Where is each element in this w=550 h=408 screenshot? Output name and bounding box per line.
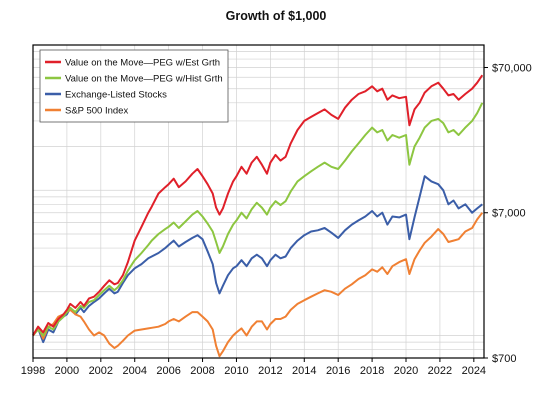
y-tick-label: $700 bbox=[492, 353, 516, 365]
legend-label: Value on the Move—PEG w/Hist Grth bbox=[65, 74, 223, 85]
x-tick-label: 2006 bbox=[156, 365, 180, 377]
chart-title: Growth of $1,000 bbox=[226, 9, 327, 23]
x-tick-label: 2020 bbox=[394, 365, 418, 377]
x-tick-label: 2008 bbox=[190, 365, 214, 377]
series-line-4 bbox=[32, 212, 484, 358]
x-tick-label: 2014 bbox=[292, 365, 316, 377]
series-line-3 bbox=[32, 175, 483, 344]
legend-label: S&P 500 Index bbox=[65, 106, 128, 117]
x-tick-label: 2018 bbox=[360, 365, 384, 377]
series-line-1 bbox=[32, 74, 484, 337]
legend-label: Exchange-Listed Stocks bbox=[65, 90, 167, 101]
legend: Value on the Move—PEG w/Est Grth Value on… bbox=[39, 49, 229, 123]
series-lines bbox=[32, 74, 484, 358]
y-tick-label: $70,000 bbox=[492, 62, 532, 74]
x-tick-label: 2024 bbox=[462, 365, 486, 377]
x-tick-labels: 1998 2000 2002 2004 2006 2008 2010 2012 2014 2016… bbox=[21, 358, 486, 377]
plot-frame bbox=[32, 44, 485, 359]
legend-label: Value on the Move—PEG w/Est Grth bbox=[65, 58, 220, 69]
legend-box bbox=[39, 49, 229, 123]
x-tick-label: 2022 bbox=[428, 365, 452, 377]
y-tick-label: $7,000 bbox=[492, 208, 526, 220]
series-line-2 bbox=[32, 102, 484, 337]
x-tick-label: 2010 bbox=[224, 365, 248, 377]
x-tick-label: 2002 bbox=[89, 365, 113, 377]
y-tick-labels: $700 $7,000 $70,000 bbox=[484, 62, 532, 365]
x-tick-label: 2000 bbox=[55, 365, 79, 377]
x-tick-label: 1998 bbox=[21, 365, 45, 377]
x-tick-label: 2016 bbox=[326, 365, 350, 377]
x-tick-label: 2004 bbox=[122, 365, 146, 377]
x-tick-label: 2012 bbox=[258, 365, 282, 377]
